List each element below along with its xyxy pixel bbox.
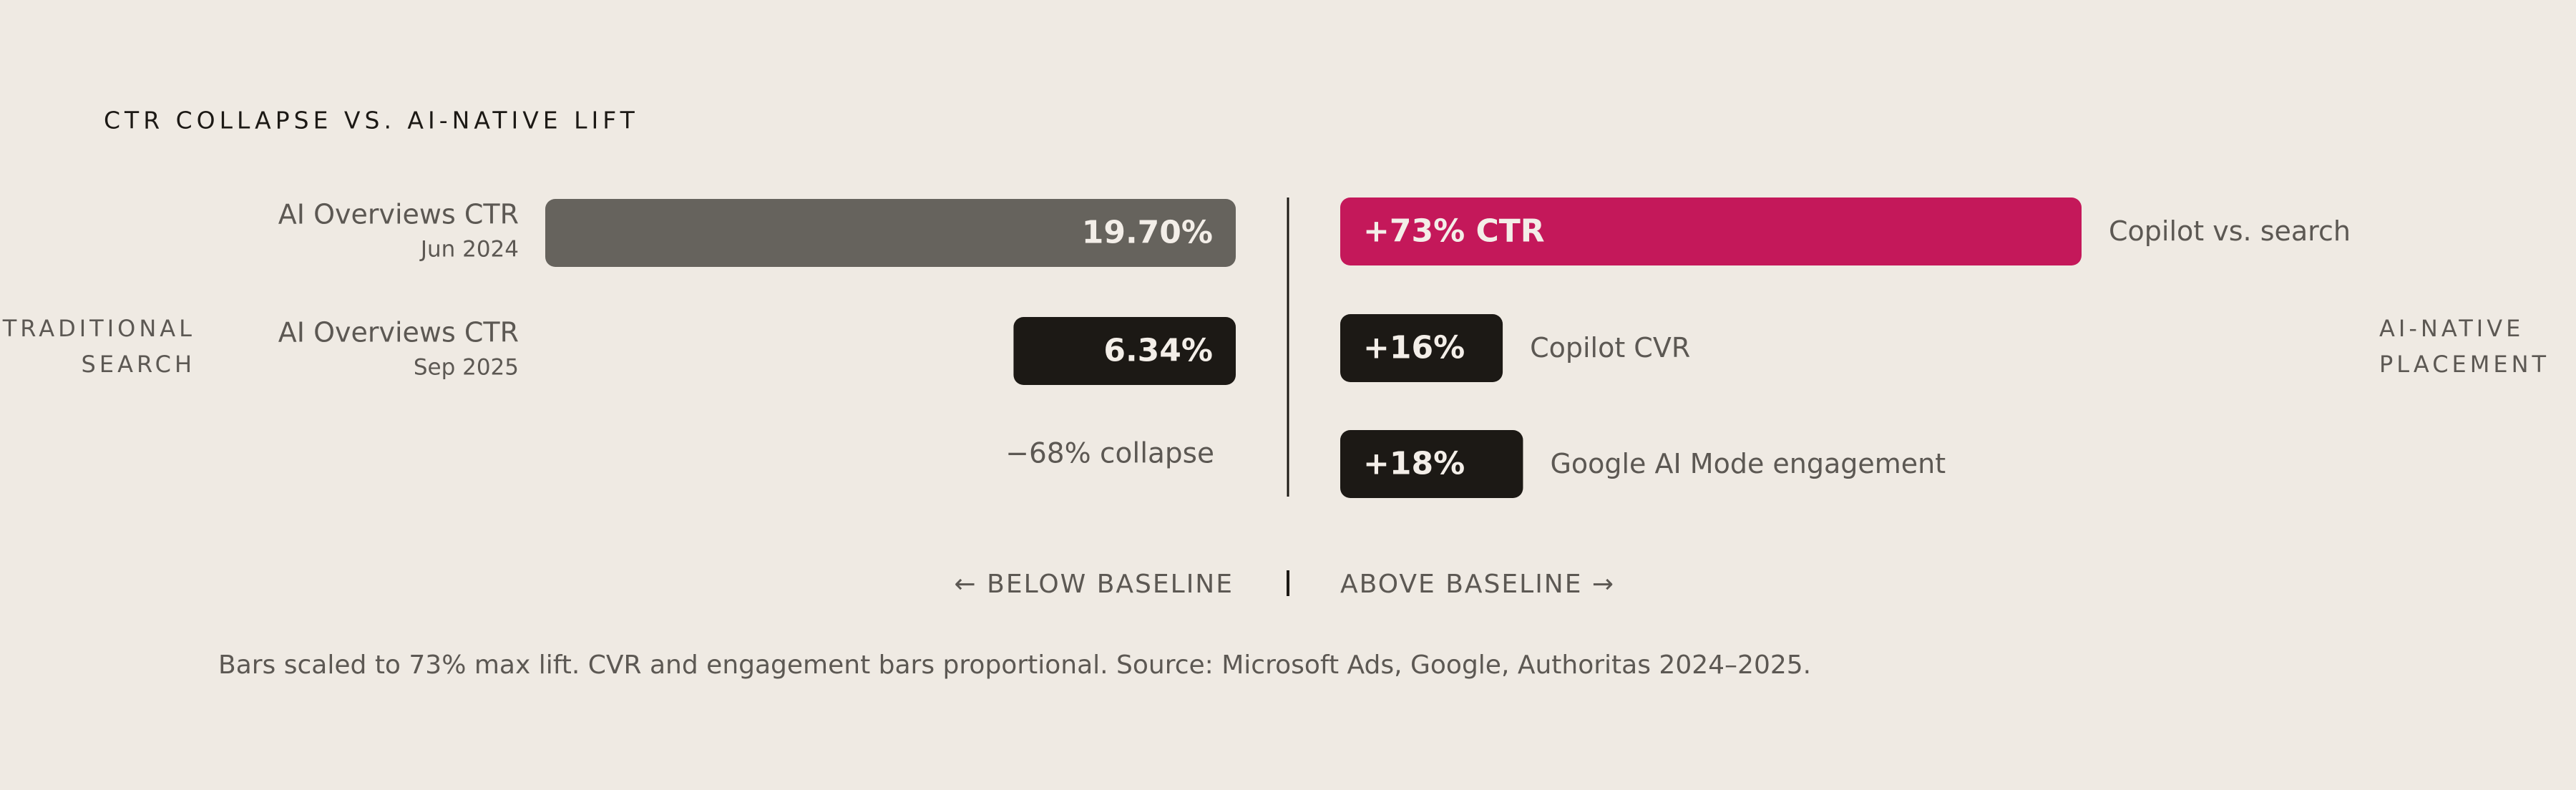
- date-label: Jun 2024: [419, 237, 519, 263]
- value-label: 6.34%: [1103, 333, 1213, 369]
- category-label: AI Overviews CTR: [278, 199, 519, 230]
- group-label-left: TRADITIONAL SEARCH: [2, 315, 195, 378]
- bar: [1340, 198, 2082, 265]
- category-label: Google AI Mode engagement: [1550, 448, 1946, 479]
- footnote: Bars scaled to 73% max lift. CVR and eng…: [218, 650, 1811, 680]
- axis-label-left: ← BELOW BASELINE: [955, 570, 1234, 599]
- bar: [1340, 430, 1523, 498]
- axis-label-right: ABOVE BASELINE →: [1340, 570, 1615, 599]
- bar: [545, 199, 1236, 267]
- category-label: Copilot CVR: [1530, 332, 1690, 364]
- value-label: +73% CTR: [1363, 213, 1545, 250]
- value-label: +18%: [1363, 446, 1465, 482]
- group-label-right: AI-NATIVE PLACEMENT: [2379, 315, 2550, 378]
- chart-title: CTR COLLAPSE VS. AI-NATIVE LIFT: [104, 107, 639, 135]
- category-label: AI Overviews CTR: [278, 317, 519, 348]
- date-label: Sep 2025: [414, 355, 519, 381]
- category-label: Copilot vs. search: [2109, 215, 2351, 247]
- value-label: +16%: [1363, 330, 1465, 366]
- value-label: 19.70%: [1082, 215, 1213, 251]
- bar: [1340, 314, 1503, 382]
- bar: [1013, 317, 1236, 385]
- annotation: −68% collapse: [1005, 438, 1214, 470]
